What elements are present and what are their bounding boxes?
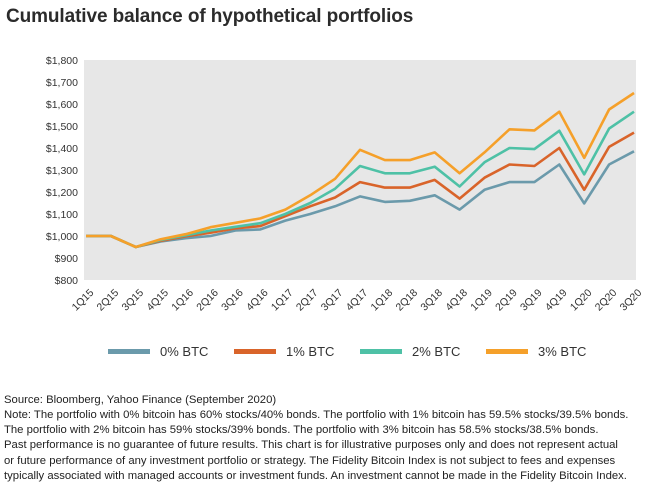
legend-item: 0% BTC	[108, 344, 234, 359]
legend-item: 1% BTC	[234, 344, 360, 359]
chart-title: Cumulative balance of hypothetical portf…	[6, 6, 414, 27]
y-tick-label: $1,200	[46, 187, 78, 199]
y-tick-label: $1,800	[46, 55, 78, 67]
legend-item: 2% BTC	[360, 344, 486, 359]
x-tick-label: 2Q16	[194, 287, 221, 314]
x-tick-label: 3Q19	[518, 287, 545, 314]
x-tick-label: 1Q17	[269, 287, 296, 314]
legend-label: 0% BTC	[160, 344, 209, 359]
series-lines	[86, 91, 635, 249]
x-tick-label: 3Q20	[618, 287, 645, 314]
legend: 0% BTC 1% BTC 2% BTC 3% BTC	[108, 344, 612, 359]
legend-swatch	[234, 349, 276, 354]
x-tick-label: 2Q18	[393, 287, 420, 314]
x-tick-label: 3Q16	[219, 287, 246, 314]
x-tick-label: 2Q17	[294, 287, 321, 314]
x-tick-label: 3Q15	[119, 287, 146, 314]
note-line: The portfolio with 2% bitcoin has 59% st…	[4, 424, 599, 437]
x-tick-label: 4Q17	[344, 287, 371, 314]
x-tick-label: 4Q18	[443, 287, 470, 314]
note-line: Note: The portfolio with 0% bitcoin has …	[4, 409, 629, 421]
x-tick-label: 2Q19	[493, 287, 520, 314]
x-tick-label: 1Q15	[70, 287, 97, 314]
y-tick-label: $1,300	[46, 165, 78, 177]
y-tick-label: $800	[55, 275, 79, 287]
y-tick-label: $1,100	[46, 209, 78, 221]
x-axis-tick-labels: 1Q152Q153Q154Q151Q162Q163Q164Q161Q172Q17…	[70, 287, 645, 314]
note-line: typically associated with managed accoun…	[4, 469, 627, 482]
x-tick-label: 2Q15	[95, 287, 122, 314]
x-tick-label: 4Q16	[244, 287, 271, 314]
note-line: or future performance of any investment …	[4, 454, 616, 467]
series-line-3-btc	[86, 91, 635, 249]
x-tick-label: 4Q19	[543, 287, 570, 314]
x-tick-label: 1Q19	[468, 287, 495, 314]
y-tick-label: $1,600	[46, 99, 78, 111]
y-axis-tick-labels: $800 $900 $1,000 $1,100 $1,200 $1,300 $1,400 $1…	[46, 55, 78, 287]
y-tick-label: $900	[55, 253, 79, 265]
y-tick-label: $1,700	[46, 77, 78, 89]
x-tick-label: 4Q15	[144, 287, 171, 314]
legend-label: 3% BTC	[538, 344, 587, 359]
note-line: Past performance is no guarantee of futu…	[4, 439, 618, 452]
legend-swatch	[108, 349, 150, 354]
legend-label: 1% BTC	[286, 344, 335, 359]
y-tick-label: $1,400	[46, 143, 78, 155]
source-note: Source: Bloomberg, Yahoo Finance (Septem…	[4, 394, 277, 406]
plot-area	[84, 60, 636, 280]
x-tick-label: 1Q20	[568, 287, 595, 314]
legend-label: 2% BTC	[412, 344, 461, 359]
series-line-0-btc	[86, 150, 635, 249]
legend-swatch	[360, 349, 402, 354]
x-tick-label: 3Q17	[319, 287, 346, 314]
legend-swatch	[486, 349, 528, 354]
x-tick-label: 1Q16	[169, 287, 196, 314]
x-tick-label: 2Q20	[593, 287, 620, 314]
x-tick-label: 1Q18	[369, 287, 396, 314]
y-tick-label: $1,500	[46, 121, 78, 133]
legend-item: 3% BTC	[486, 344, 612, 359]
line-chart: $800 $900 $1,000 $1,100 $1,200 $1,300 $1,400 $1…	[46, 55, 645, 314]
x-tick-label: 3Q18	[418, 287, 445, 314]
y-tick-label: $1,000	[46, 231, 78, 243]
footnotes: Note: The portfolio with 0% bitcoin has …	[4, 408, 670, 484]
